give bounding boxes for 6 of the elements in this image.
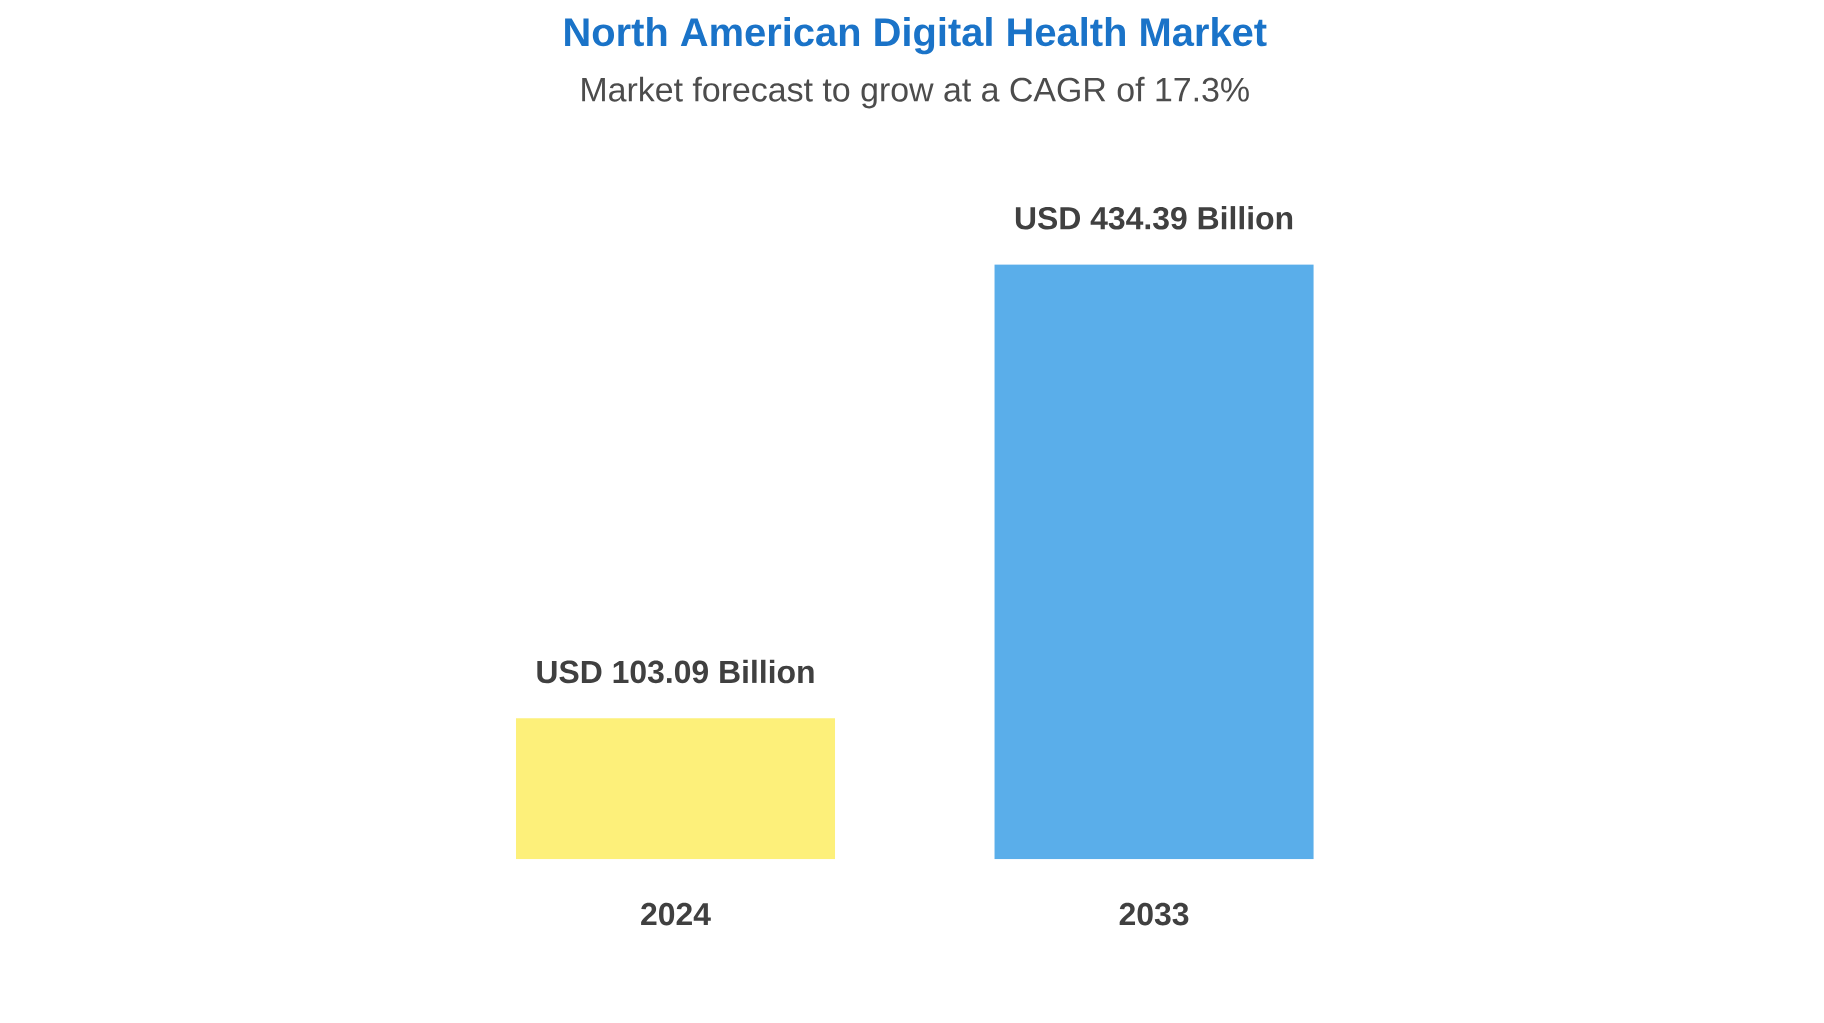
chart-title: North American Digital Health Market xyxy=(565,17,1267,55)
x-tick-label: 2024 xyxy=(641,902,711,926)
data-label: USD 103.09 Billion xyxy=(537,659,814,684)
data-label: USD 434.39 Billion xyxy=(1015,206,1293,230)
x-tick-label: 2033 xyxy=(1119,902,1189,926)
chart-subtitle: Market forecast to grow at a CAGR of 17.3% xyxy=(582,76,1249,109)
